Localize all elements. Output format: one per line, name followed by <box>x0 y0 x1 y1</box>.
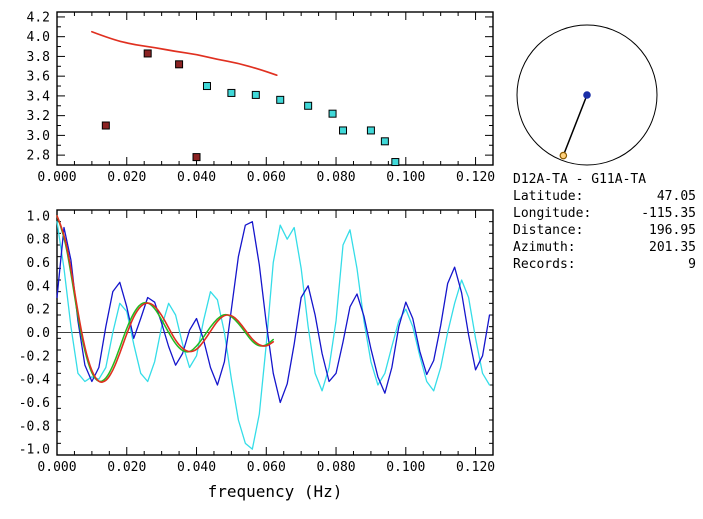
x-tick-label: 0.060 <box>247 170 286 185</box>
x-tick-label: 0.020 <box>107 170 146 185</box>
x-tick-label: 0.080 <box>316 170 355 185</box>
center-station-dot <box>583 91 591 99</box>
dispersion-point <box>101 121 110 130</box>
predicted-bessel-red <box>56 215 275 383</box>
dispersion-point <box>304 101 313 110</box>
y-tick-label: -0.2 <box>19 349 50 364</box>
y-tick-label: 2.8 <box>27 149 50 164</box>
x-tick-label: 0.100 <box>386 170 425 185</box>
rejected-dispersion-picks <box>101 49 201 162</box>
x-tick-label: 0.000 <box>37 460 76 475</box>
fitted-bessel-green <box>56 215 275 383</box>
dispersion-point <box>380 137 389 146</box>
y-tick-label: 3.8 <box>27 50 50 65</box>
y-tick-label: 3.4 <box>27 89 51 104</box>
x-tick-label: 0.020 <box>107 460 146 475</box>
station-azimuth-diagram <box>516 24 658 166</box>
y-tick-label: -0.4 <box>19 373 50 388</box>
x-tick-label: 0.040 <box>177 170 216 185</box>
latitude-label: Latitude: <box>513 189 584 204</box>
dispersion-curve-plot[interactable]: 0.000 0.020 0.040 0.060 0.080 0.100 0.120 2.8 3.… <box>0 0 500 195</box>
latitude-value: 47.05 <box>656 189 696 204</box>
y-tick-label: 0.6 <box>27 256 50 271</box>
distance-value: 196.95 <box>649 223 696 238</box>
dispersion-point <box>175 60 184 69</box>
coherency-spectrum-plot[interactable]: 0.000 0.020 0.040 0.060 0.080 0.100 0.120 -1.0 -… <box>0 195 500 519</box>
y-tick-label: 0.8 <box>27 233 50 248</box>
dispersion-point <box>366 126 375 135</box>
remote-station-marker <box>559 151 568 160</box>
info-row-latitude: Latitude: 47.05 <box>513 188 696 205</box>
y-tick-label: 4.2 <box>27 10 50 25</box>
azimuth-label: Azimuth: <box>513 240 576 255</box>
y-tick-label: 0.2 <box>27 303 50 318</box>
dispersion-point <box>391 158 400 167</box>
longitude-label: Longitude: <box>513 206 592 221</box>
dispersion-point <box>227 88 236 97</box>
dispersion-point <box>143 49 152 58</box>
y-tick-label: 0.0 <box>27 326 50 341</box>
y-tick-label: 3.6 <box>27 70 50 85</box>
x-tick-label: 0.120 <box>456 170 495 185</box>
dispersion-point <box>328 109 337 118</box>
x-tick-label: 0.000 <box>37 170 76 185</box>
dispersion-point <box>251 90 260 99</box>
y-tick-label: 4.0 <box>27 30 50 45</box>
azimuth-circle <box>516 24 658 166</box>
y-tick-label: -0.6 <box>19 396 50 411</box>
reference-model-curve <box>91 30 278 77</box>
longitude-value: -115.35 <box>641 206 696 221</box>
y-tick-label: 3.0 <box>27 129 50 144</box>
station-pair-info: D12A-TA - G11A-TA Latitude: 47.05 Longit… <box>513 171 696 273</box>
observed-coherency-cyan <box>56 221 491 450</box>
records-label: Records: <box>513 257 576 272</box>
plot-frame <box>56 11 494 166</box>
y-tick-label: -1.0 <box>19 443 50 458</box>
y-tick-label: 1.0 <box>27 209 50 224</box>
dispersion-point <box>202 82 211 91</box>
info-row-distance: Distance: 196.95 <box>513 222 696 239</box>
info-row-azimuth: Azimuth: 201.35 <box>513 239 696 256</box>
station-pair-title: D12A-TA - G11A-TA <box>513 172 647 187</box>
distance-label: Distance: <box>513 223 584 238</box>
accepted-dispersion-picks <box>202 82 400 167</box>
observed-coherency-blue <box>56 221 491 404</box>
x-tick-label: 0.040 <box>177 460 216 475</box>
dispersion-point <box>192 153 201 162</box>
y-tick-label: -0.8 <box>19 419 50 434</box>
x-tick-label: 0.100 <box>386 460 425 475</box>
interstation-path-line <box>562 94 588 156</box>
y-tick-label: 0.4 <box>27 279 51 294</box>
records-value: 9 <box>688 257 696 272</box>
dispersion-point <box>276 95 285 104</box>
x-tick-label: 0.120 <box>456 460 495 475</box>
x-tick-label: 0.080 <box>316 460 355 475</box>
azimuth-value: 201.35 <box>649 240 696 255</box>
info-row-records: Records: 9 <box>513 256 696 273</box>
x-tick-label: 0.060 <box>247 460 286 475</box>
x-axis-label: frequency (Hz) <box>208 482 343 501</box>
y-tick-label: 3.2 <box>27 109 50 124</box>
dispersion-point <box>339 126 348 135</box>
info-row-longitude: Longitude: -115.35 <box>513 205 696 222</box>
